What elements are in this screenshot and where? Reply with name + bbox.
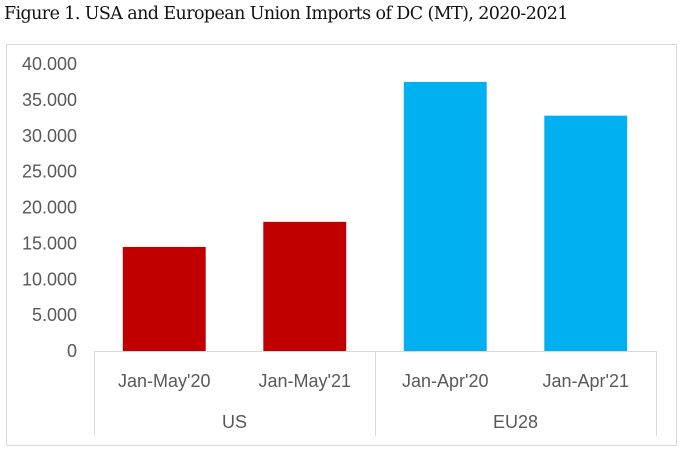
bar-jan-apr-21 [544, 115, 628, 351]
bar-jan-may-20 [122, 246, 206, 351]
y-tick-label: 0 [67, 341, 77, 361]
y-tick-label: 20.000 [22, 198, 77, 218]
bar-jan-apr-20 [403, 81, 487, 351]
y-tick-label: 15.000 [22, 233, 77, 253]
y-tick-label: 30.000 [22, 126, 77, 146]
chart-frame [6, 44, 677, 446]
x-group-label: US [222, 412, 247, 432]
x-axis: Jan-May'20 Jan-May'21 Jan-Apr'20 Jan-Apr'21… [94, 351, 657, 436]
x-category-label: Jan-May'21 [259, 371, 351, 391]
bars [122, 81, 628, 351]
y-tick-label: 25.000 [22, 162, 77, 182]
x-category-label: Jan-Apr'20 [402, 371, 488, 391]
y-tick-label: 10.000 [22, 269, 77, 289]
figure-title: Figure 1. USA and European Union Imports… [4, 4, 568, 24]
x-group-label: EU28 [493, 412, 538, 432]
x-category-label: Jan-Apr'21 [543, 371, 629, 391]
x-category-label: Jan-May'20 [118, 371, 210, 391]
bar-jan-may-21 [263, 221, 347, 351]
y-tick-label: 40.000 [22, 54, 77, 74]
y-axis: 0 5.000 10.000 15.000 20.000 25.000 30.000 35.0… [22, 54, 77, 361]
y-tick-label: 35.000 [22, 90, 77, 110]
y-tick-label: 5.000 [32, 305, 77, 325]
